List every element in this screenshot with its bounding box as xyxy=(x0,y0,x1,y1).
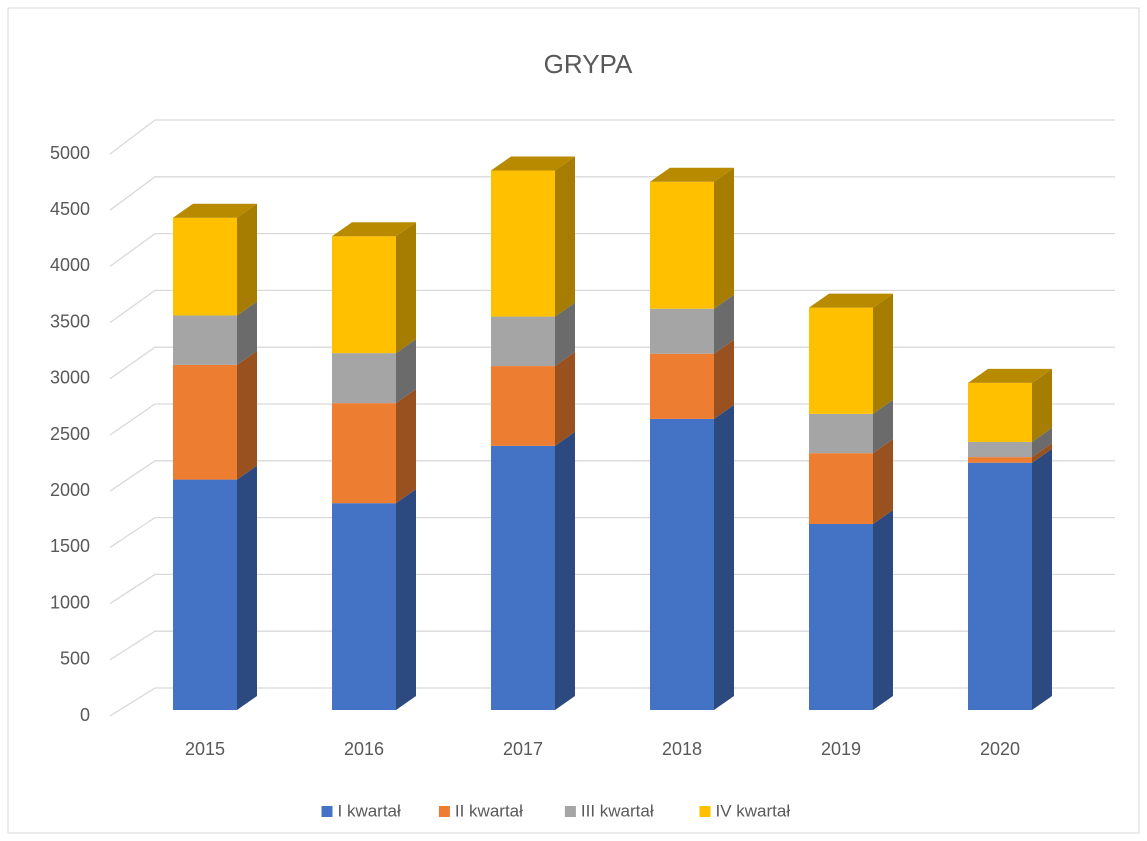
grid-line xyxy=(109,403,1115,436)
bar-side xyxy=(555,156,575,317)
bar-segment xyxy=(650,181,714,309)
legend-swatch xyxy=(699,806,711,817)
x-tick-label: 2017 xyxy=(503,739,543,759)
bar-segment xyxy=(809,523,873,710)
bar-side xyxy=(396,489,416,710)
bar-side xyxy=(237,465,257,710)
bar-segment xyxy=(173,217,237,316)
x-tick-label: 2018 xyxy=(662,739,702,759)
bar-side xyxy=(555,431,575,710)
bar-side xyxy=(1032,368,1052,442)
y-tick-label: 3500 xyxy=(50,311,90,331)
bar-side xyxy=(873,509,893,710)
bar-top xyxy=(650,167,734,182)
bar-segment xyxy=(968,382,1032,442)
y-tick-label: 3000 xyxy=(50,368,90,388)
bar-side xyxy=(1032,448,1052,710)
grid-line xyxy=(109,119,1115,155)
bar-side xyxy=(873,399,893,454)
y-tick-label: 1000 xyxy=(50,592,90,612)
bar-segment xyxy=(650,353,714,419)
bar-top xyxy=(173,203,257,218)
bar-side xyxy=(873,439,893,524)
legend-swatch xyxy=(564,806,576,817)
y-tick-label: 4500 xyxy=(50,199,90,219)
bar-segment xyxy=(173,315,237,365)
legend-label: III kwartał xyxy=(581,801,654,820)
grid-line xyxy=(109,630,1115,661)
legend-label: IV kwartał xyxy=(716,801,791,820)
bar-side xyxy=(555,302,575,367)
y-tick-label: 2500 xyxy=(50,424,90,444)
legend-swatch xyxy=(438,806,450,817)
bar-side xyxy=(1032,443,1052,463)
grid-line xyxy=(109,460,1115,492)
y-tick-label: 1500 xyxy=(50,536,90,556)
bar-side xyxy=(714,404,734,710)
y-tick-label: 5000 xyxy=(50,143,90,163)
grid-line xyxy=(109,289,1115,324)
x-tick-label: 2015 xyxy=(185,739,225,759)
bar-side xyxy=(396,222,416,354)
bar-side xyxy=(714,339,734,419)
x-tick-label: 2019 xyxy=(821,739,861,759)
bar-segment xyxy=(173,479,237,710)
y-tick-label: 2000 xyxy=(50,480,90,500)
bar-segment xyxy=(332,236,396,354)
legend-swatch xyxy=(321,806,333,817)
bar-side xyxy=(237,350,257,480)
bar-top xyxy=(968,368,1052,383)
bar-side xyxy=(396,389,416,504)
bar-side xyxy=(555,352,575,446)
bar-side xyxy=(237,301,257,365)
bar-segment xyxy=(491,316,555,367)
bar-side xyxy=(873,293,893,414)
y-tick-label: 0 xyxy=(80,705,90,725)
grid-line xyxy=(109,516,1115,548)
grid-line xyxy=(109,573,1115,605)
bar-segment xyxy=(650,308,714,354)
legend-label: II kwartał xyxy=(455,801,523,820)
x-tick-label: 2020 xyxy=(980,739,1020,759)
bar-segment xyxy=(491,366,555,446)
bar-top xyxy=(491,156,575,171)
bar-segment xyxy=(491,170,555,317)
grid-line xyxy=(109,687,1115,717)
x-tick-label: 2016 xyxy=(344,739,384,759)
bar-side xyxy=(1032,427,1052,458)
grid-line xyxy=(109,232,1115,267)
y-tick-label: 4000 xyxy=(50,255,90,275)
bar-segment xyxy=(968,457,1032,463)
bar-segment xyxy=(809,453,873,524)
bar-side xyxy=(237,203,257,316)
bar-side xyxy=(714,294,734,354)
bar-side xyxy=(714,167,734,309)
bar-top xyxy=(332,222,416,237)
bar-top xyxy=(809,293,893,308)
bar-segment xyxy=(968,441,1032,458)
bar-segment xyxy=(650,418,714,710)
grid-line xyxy=(109,176,1115,211)
bar-segment xyxy=(332,503,396,710)
bar-side xyxy=(396,339,416,404)
y-tick-label: 500 xyxy=(60,649,90,669)
bar-segment xyxy=(332,353,396,404)
bar-segment xyxy=(173,364,237,480)
bar-segment xyxy=(809,307,873,414)
bar-segment xyxy=(968,462,1032,710)
grid-line xyxy=(109,346,1115,380)
bar-segment xyxy=(332,403,396,504)
bar-segment xyxy=(809,413,873,454)
legend-label: I kwartał xyxy=(338,801,402,820)
bar-segment xyxy=(491,445,555,710)
chart-title: GRYPA xyxy=(544,49,633,79)
